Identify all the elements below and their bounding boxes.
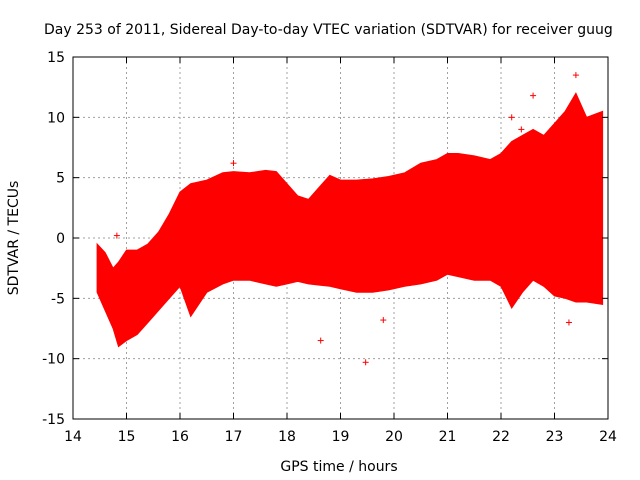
- series-envelope: [96, 92, 604, 348]
- y-axis-label: SDTVAR / TECUs: [6, 181, 22, 296]
- x-tick-label: 14: [64, 429, 82, 445]
- y-tick-label: 0: [56, 231, 65, 247]
- data-point: [362, 359, 369, 366]
- y-tick-label: 10: [47, 110, 65, 126]
- x-tick-label: 15: [118, 429, 136, 445]
- x-axis-label: GPS time / hours: [280, 459, 397, 475]
- y-tick-label: -15: [42, 412, 65, 428]
- outlier-points: [113, 72, 579, 366]
- data-point: [380, 317, 387, 324]
- data-point: [518, 126, 525, 133]
- data-point: [317, 337, 324, 344]
- axis-ticks: 14 15 16 17 18 19 20 21 22 23 24 15 10 5 0 -5 -10 -15: [42, 50, 617, 445]
- data-point: [230, 160, 237, 167]
- data-point: [565, 319, 572, 326]
- y-tick-label: 5: [56, 171, 65, 187]
- y-tick-label: 15: [47, 50, 65, 66]
- data-point: [508, 114, 515, 121]
- data-point: [113, 232, 120, 239]
- chart-title: Day 253 of 2011, Sidereal Day-to-day VTE…: [44, 22, 613, 38]
- x-tick-label: 24: [599, 429, 617, 445]
- x-tick-label: 23: [546, 429, 564, 445]
- x-tick-label: 16: [171, 429, 189, 445]
- x-tick-label: 20: [385, 429, 403, 445]
- data-point: [572, 72, 579, 79]
- data-point: [530, 92, 537, 99]
- y-tick-label: -5: [51, 291, 65, 307]
- x-tick-label: 19: [332, 429, 350, 445]
- x-tick-label: 21: [439, 429, 457, 445]
- x-tick-label: 18: [278, 429, 296, 445]
- x-tick-label: 22: [492, 429, 510, 445]
- y-tick-label: -10: [42, 352, 65, 368]
- x-tick-label: 17: [225, 429, 243, 445]
